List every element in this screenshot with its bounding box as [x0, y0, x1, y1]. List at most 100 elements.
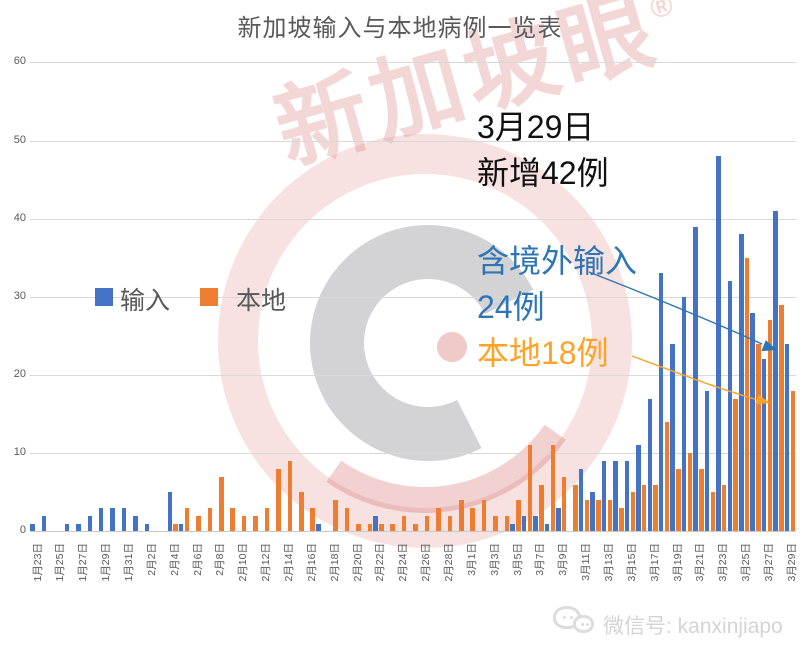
- x-axis-line: [30, 531, 796, 533]
- x-axis-tick-label: 2月4日: [168, 543, 181, 576]
- watermark-pupil-dot: [437, 332, 467, 362]
- local-bar: [230, 507, 235, 532]
- x-axis-tick-label: 2月18日: [328, 543, 341, 582]
- local-bar: [173, 523, 178, 532]
- local-bar: [253, 515, 258, 532]
- legend-swatch-imported: [95, 288, 113, 306]
- local-bar: [630, 492, 636, 532]
- x-axis-tick-label: 1月27日: [77, 543, 90, 582]
- imported-bar: [521, 515, 527, 532]
- local-bar: [287, 461, 293, 532]
- imported-bar: [613, 461, 618, 532]
- imported-bar: [98, 507, 104, 532]
- local-bar: [527, 445, 533, 532]
- imported-bar: [670, 343, 675, 532]
- chart-title: 新加坡输入与本地病例一览表: [237, 15, 563, 42]
- imported-bar: [647, 398, 653, 532]
- local-bar: [561, 476, 567, 532]
- local-bar: [241, 515, 247, 532]
- local-bar: [516, 500, 521, 532]
- imported-bar: [658, 273, 664, 532]
- local-bar: [299, 492, 304, 532]
- local-bar: [699, 468, 704, 532]
- imported-bar: [578, 468, 584, 532]
- x-axis-tick-label: 3月29日: [785, 543, 798, 582]
- x-axis-tick-label: 3月17日: [648, 543, 661, 582]
- local-bar: [276, 468, 281, 532]
- x-axis-tick-label: 2月2日: [145, 543, 158, 576]
- x-axis-tick-label: 3月21日: [694, 543, 707, 582]
- imported-bar: [624, 461, 630, 532]
- footer: 微信号: kanxinjiapo: [545, 602, 795, 646]
- gridline: [30, 140, 796, 142]
- y-axis-tick-label: 10: [13, 446, 26, 459]
- x-axis-tick-label: 3月3日: [488, 543, 501, 576]
- wechat-icon: [553, 606, 597, 640]
- imported-bar: [133, 515, 138, 532]
- imported-bar: [510, 523, 515, 532]
- local-bar: [710, 492, 716, 532]
- imported-bar: [316, 523, 321, 532]
- imported-bar: [178, 523, 184, 532]
- x-axis-tick-label: 2月22日: [374, 543, 387, 582]
- wechat-id-label: 微信号: kanxinjiapo: [603, 615, 783, 638]
- local-bar: [607, 500, 613, 532]
- gridline: [30, 296, 796, 298]
- x-axis-tick-label: 2月12日: [260, 543, 273, 582]
- y-axis-tick-label: 30: [13, 289, 26, 302]
- x-axis-tick-label: 1月23日: [31, 543, 44, 582]
- imported-bar: [590, 492, 595, 532]
- y-axis-tick-label: 50: [13, 133, 26, 146]
- imported-bar: [636, 445, 641, 532]
- x-axis-tick-label: 3月11日: [580, 543, 593, 581]
- imported-bar: [727, 281, 733, 532]
- x-axis-tick-label: 3月1日: [465, 543, 478, 576]
- x-axis-tick-label: 3月23日: [717, 543, 730, 582]
- x-axis-tick-label: 3月7日: [534, 543, 547, 576]
- y-axis-tick-label: 60: [13, 55, 26, 68]
- local-bar: [344, 507, 350, 532]
- imported-bar: [121, 507, 127, 532]
- x-axis-tick-label: 3月25日: [740, 543, 753, 582]
- gridline: [30, 453, 796, 455]
- local-bar: [413, 523, 418, 532]
- local-bar: [401, 515, 407, 532]
- x-axis-tick-label: 1月31日: [122, 543, 135, 582]
- local-bar: [436, 507, 441, 532]
- x-axis-tick-label: 1月29日: [100, 543, 113, 582]
- local-bar: [390, 523, 395, 532]
- imported-bar: [544, 523, 550, 532]
- annotation-total: 新增42例: [477, 155, 609, 191]
- gridline: [30, 375, 796, 377]
- local-bar: [356, 523, 361, 532]
- local-bar: [687, 453, 693, 532]
- local-bar: [664, 422, 670, 532]
- imported-bar: [784, 343, 790, 532]
- local-bar: [207, 507, 213, 532]
- local-bar: [219, 476, 224, 532]
- x-axis-tick-label: 2月26日: [420, 543, 433, 582]
- y-axis-tick-label: 20: [13, 368, 26, 381]
- imported-bar: [693, 226, 698, 532]
- legend-swatch-local: [200, 288, 218, 306]
- local-bar: [447, 515, 453, 532]
- local-bar: [264, 507, 270, 532]
- local-bar: [196, 515, 201, 532]
- x-axis-tick-label: 3月13日: [603, 543, 615, 582]
- annotation-local: 本地18例: [477, 335, 609, 371]
- imported-bar: [30, 523, 35, 532]
- x-axis-tick-label: 3月15日: [625, 543, 638, 582]
- x-axis-tick-label: 2月24日: [397, 543, 410, 582]
- local-bar: [641, 484, 647, 532]
- imported-bar: [167, 492, 173, 532]
- legend-label-imported: 输入: [120, 287, 171, 315]
- local-bar: [744, 257, 750, 532]
- legend-label-local: 本地: [236, 287, 287, 315]
- local-bar: [310, 507, 315, 532]
- x-axis-tick-label: 2月6日: [191, 543, 204, 576]
- local-bar: [676, 468, 681, 532]
- imported-bar: [739, 234, 744, 532]
- x-axis-tick-label: 2月28日: [443, 543, 455, 582]
- local-bar: [424, 515, 430, 532]
